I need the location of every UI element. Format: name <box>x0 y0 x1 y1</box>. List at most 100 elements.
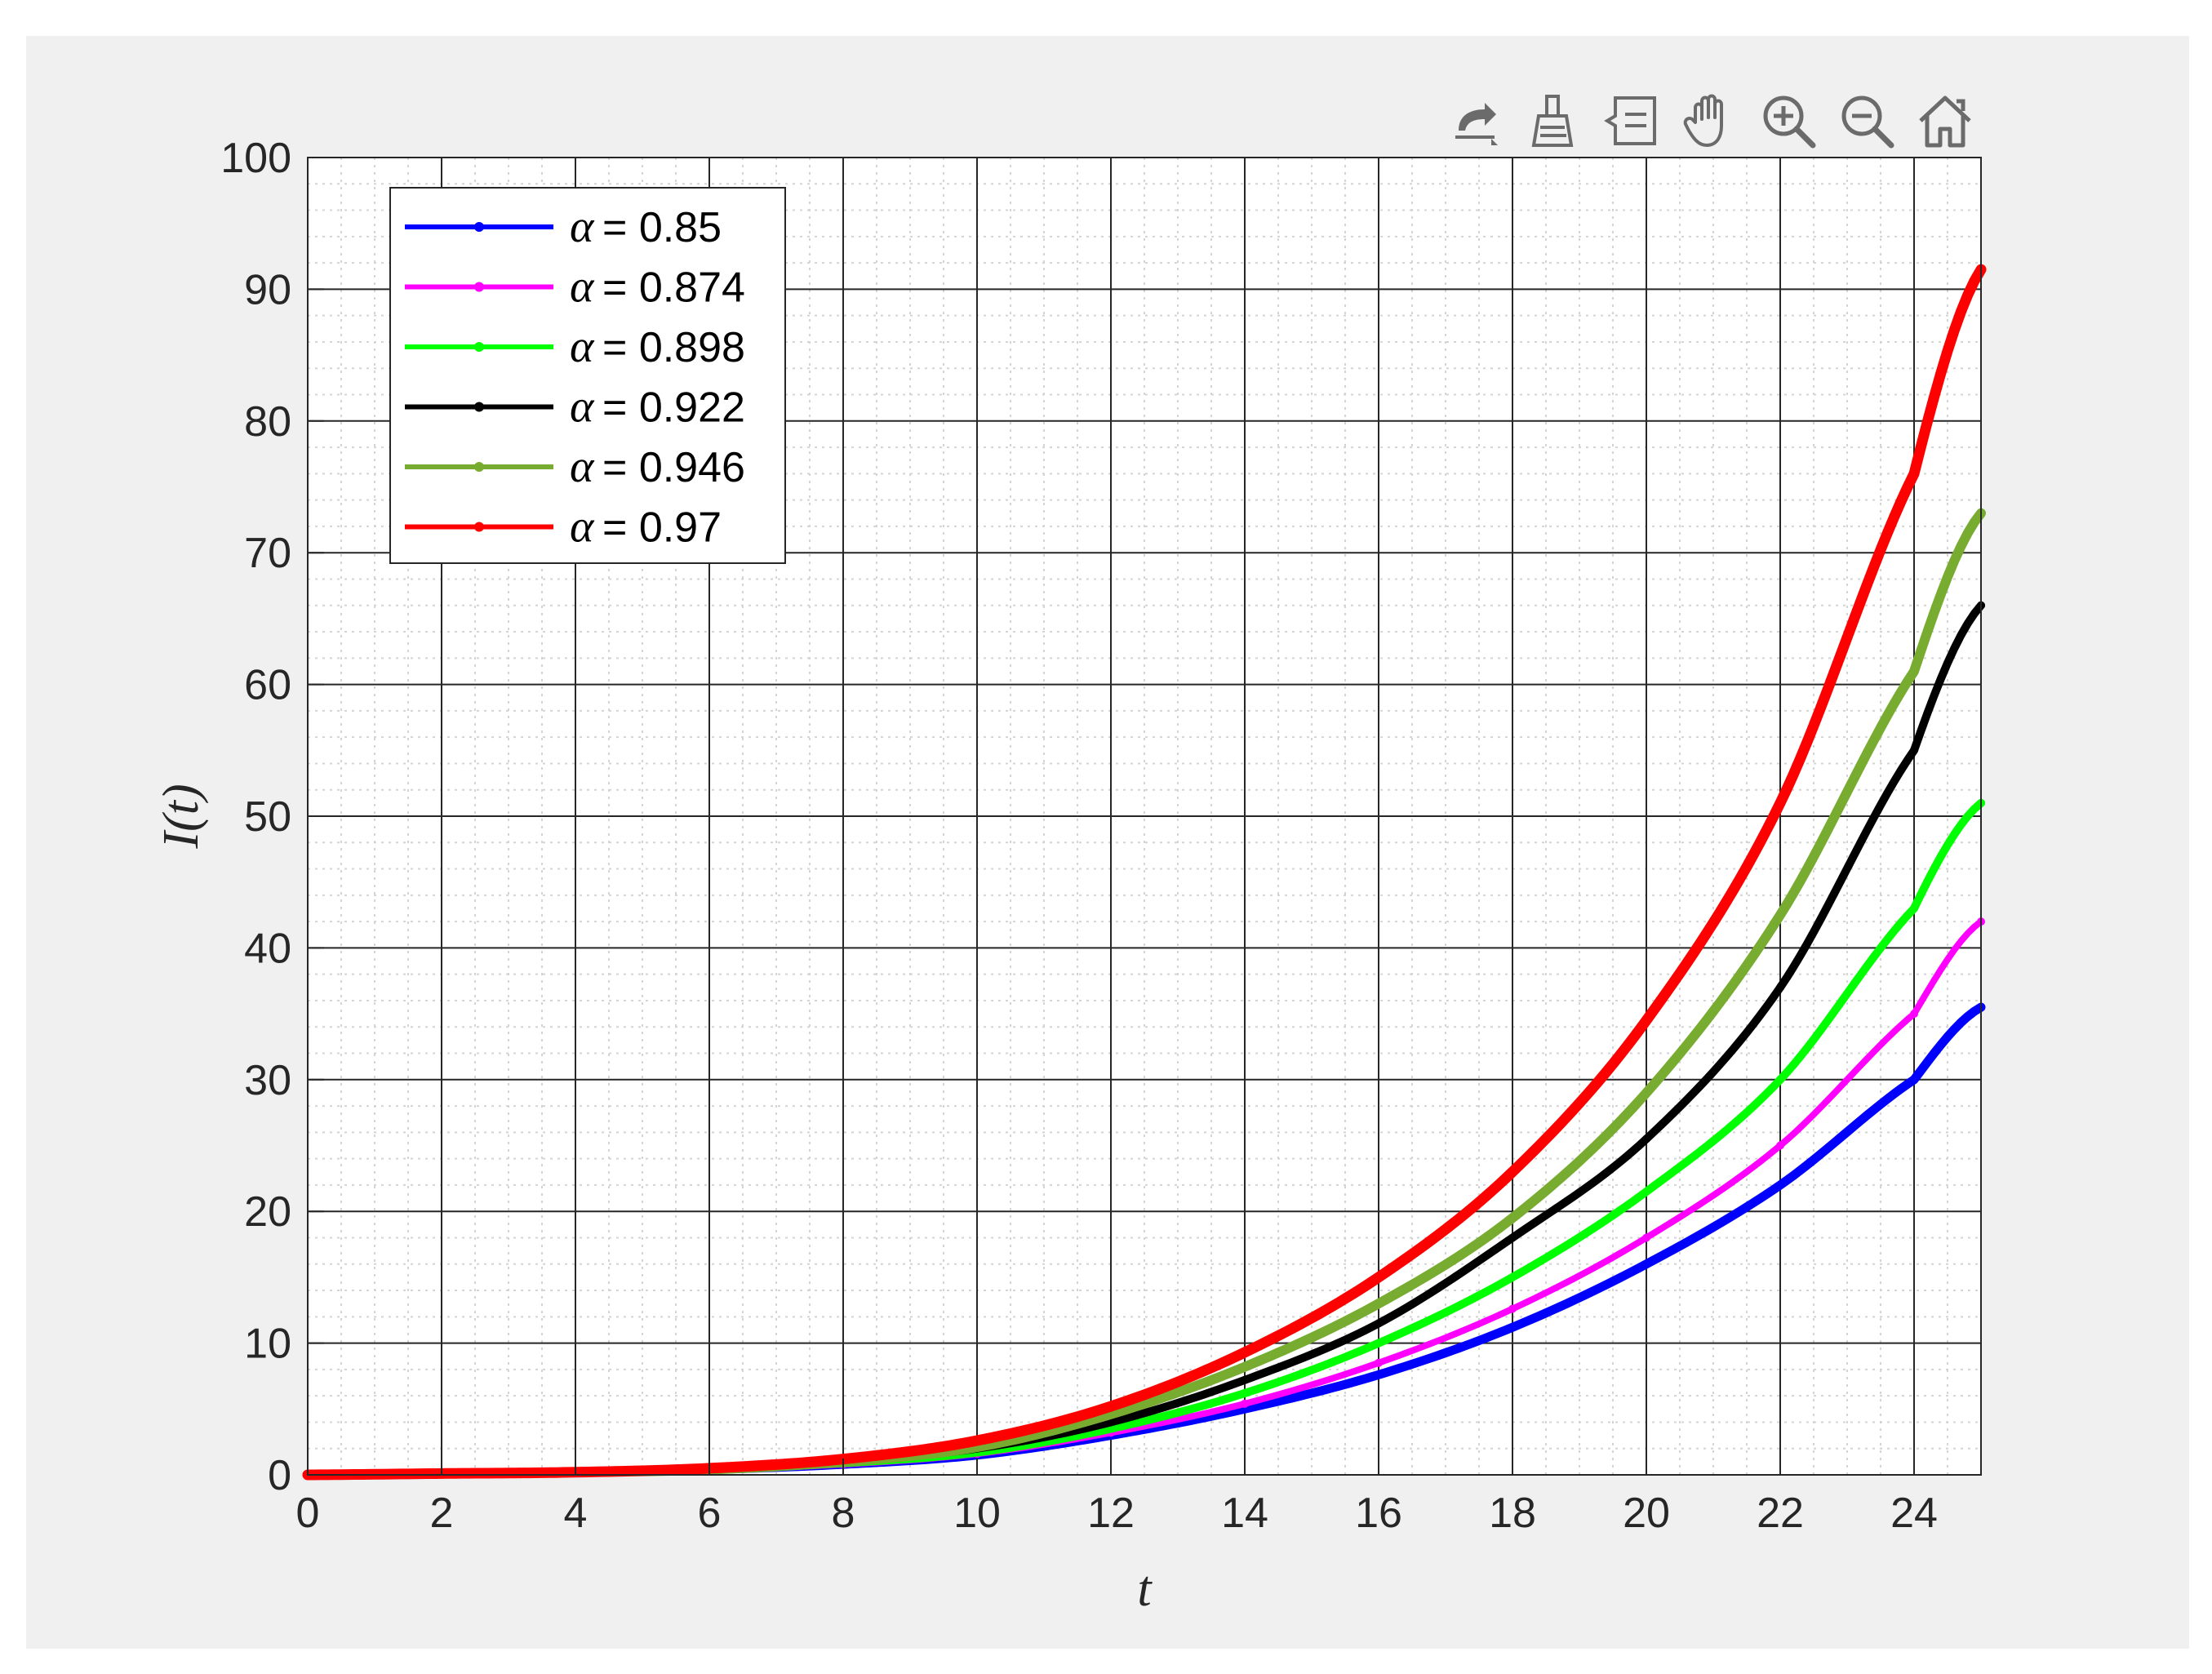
pan-button[interactable] <box>1676 87 1744 155</box>
data-point[interactable] <box>1642 1088 1650 1097</box>
legend-alpha-symbol: α <box>570 322 595 372</box>
data-point[interactable] <box>1508 1272 1517 1281</box>
data-point[interactable] <box>1375 1272 1383 1281</box>
y-tick-label: 0 <box>268 1452 291 1499</box>
y-tick-label: 90 <box>244 266 291 313</box>
data-point[interactable] <box>1241 1348 1249 1357</box>
data-point[interactable] <box>1508 1323 1517 1332</box>
legend-label: = 0.946 <box>602 444 745 491</box>
x-tick-label: 2 <box>430 1490 454 1537</box>
x-tick-label: 4 <box>564 1490 588 1537</box>
data-point[interactable] <box>1776 911 1784 920</box>
y-tick-label: 80 <box>244 398 291 446</box>
data-point[interactable] <box>1776 798 1784 807</box>
data-point[interactable] <box>1642 1187 1650 1196</box>
legend-item[interactable]: α = 0.898 <box>405 322 745 372</box>
data-point[interactable] <box>1375 1370 1383 1379</box>
data-point[interactable] <box>1910 1075 1918 1084</box>
legend-label: = 0.97 <box>602 504 722 552</box>
series-line-5[interactable] <box>302 264 1987 1481</box>
legend-label: = 0.874 <box>602 264 745 312</box>
home-button[interactable] <box>1911 87 1979 155</box>
data-point[interactable] <box>1241 1362 1249 1371</box>
y-tick-label: 30 <box>244 1057 291 1104</box>
x-tick-label: 20 <box>1623 1490 1670 1537</box>
legend-swatch-marker <box>474 222 484 232</box>
data-point[interactable] <box>1508 1304 1517 1313</box>
legend-alpha-symbol: α <box>570 382 595 433</box>
data-point[interactable] <box>1910 469 1918 478</box>
legend-item[interactable]: α = 0.97 <box>405 502 722 553</box>
legend-swatch-marker <box>474 462 484 472</box>
data-point[interactable] <box>1107 1402 1115 1411</box>
data-tips-icon <box>1604 96 1656 145</box>
zoom-out-button[interactable] <box>1832 87 1901 155</box>
x-tick-label: 8 <box>832 1490 855 1537</box>
zoom-in-button[interactable] <box>1754 87 1823 155</box>
x-tick-label: 18 <box>1489 1490 1536 1537</box>
data-point[interactable] <box>1375 1339 1383 1348</box>
legend-item[interactable]: α = 0.922 <box>405 382 745 433</box>
legend-swatch-marker <box>474 342 484 352</box>
data-point[interactable] <box>1910 1010 1918 1019</box>
data-point[interactable] <box>1375 1358 1383 1367</box>
data-point[interactable] <box>1776 1180 1784 1189</box>
data-point[interactable] <box>1642 1016 1650 1025</box>
y-tick-label: 10 <box>244 1321 291 1368</box>
legend-label: = 0.922 <box>602 384 745 432</box>
x-tick-label: 14 <box>1221 1490 1268 1537</box>
data-point[interactable] <box>1375 1319 1383 1328</box>
data-point[interactable] <box>1375 1299 1383 1308</box>
export-button[interactable] <box>1441 87 1509 155</box>
axes[interactable]: 0 2 4 6 8 10 12 14 16 18 20 22 240102030405060708090… <box>153 135 1987 1617</box>
x-tick-label: 16 <box>1355 1490 1402 1537</box>
data-point[interactable] <box>1508 1214 1517 1223</box>
axes-toolbar <box>1441 82 1979 160</box>
data-point[interactable] <box>1508 1167 1517 1176</box>
legend-label: = 0.85 <box>602 204 722 251</box>
x-tick-label: 0 <box>296 1490 320 1537</box>
data-point[interactable] <box>1241 1375 1249 1384</box>
legend-alpha-symbol: α <box>570 502 595 553</box>
figure-window: 0 2 4 6 8 10 12 14 16 18 20 22 24 0 10 20 30 40 50 60 70 80 90… <box>26 36 2189 1649</box>
data-point[interactable] <box>1776 983 1784 992</box>
x-tick-label: 6 <box>698 1490 722 1537</box>
x-tick-label: 10 <box>953 1490 1001 1537</box>
x-axis-label: t <box>1137 1561 1153 1617</box>
legend-box <box>389 187 786 564</box>
x-tick-label: 12 <box>1087 1490 1135 1537</box>
brush-button[interactable] <box>1519 87 1588 155</box>
legend-swatch-marker <box>474 402 484 412</box>
y-tick-label: 50 <box>244 793 291 841</box>
data-point[interactable] <box>1508 1233 1517 1242</box>
data-point[interactable] <box>1642 1259 1650 1268</box>
data-point[interactable] <box>1241 1399 1249 1408</box>
y-tick-label: 20 <box>244 1188 291 1236</box>
data-point[interactable] <box>1776 1075 1784 1084</box>
legend-item[interactable]: α = 0.946 <box>405 442 745 492</box>
legend-item[interactable]: α = 0.874 <box>405 262 745 313</box>
y-tick-label: 60 <box>244 662 291 709</box>
data-point[interactable] <box>973 1436 981 1445</box>
data-tips-button[interactable] <box>1597 87 1666 155</box>
pan-icon <box>1683 94 1723 147</box>
legend-swatch-marker <box>474 522 484 532</box>
data-point[interactable] <box>1910 746 1918 755</box>
data-point[interactable] <box>1776 1141 1784 1150</box>
data-point[interactable] <box>1910 904 1918 912</box>
y-tick-label: 40 <box>244 925 291 972</box>
x-tick-label: 24 <box>1890 1490 1938 1537</box>
home-icon <box>1919 95 1971 148</box>
data-point[interactable] <box>1107 1418 1115 1427</box>
legend-item[interactable]: α = 0.85 <box>405 202 722 252</box>
data-point[interactable] <box>1910 667 1918 676</box>
data-point[interactable] <box>1642 1135 1650 1143</box>
series-lines <box>302 264 1987 1481</box>
export-icon <box>1455 103 1498 145</box>
chart: 0 2 4 6 8 10 12 14 16 18 20 22 240102030405060708090… <box>153 135 1987 1617</box>
x-tick-label: 22 <box>1757 1490 1804 1537</box>
legend-alpha-symbol: α <box>570 442 595 492</box>
data-point[interactable] <box>1642 1233 1650 1242</box>
data-point[interactable] <box>1241 1388 1249 1397</box>
